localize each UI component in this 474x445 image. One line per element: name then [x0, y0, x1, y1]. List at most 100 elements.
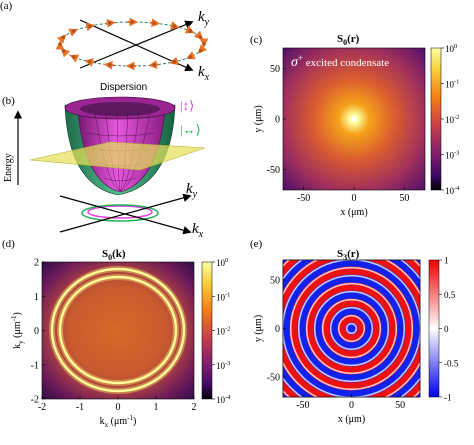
colorbar-c [430, 47, 442, 191]
y-axis-label: y (μm) [253, 315, 264, 342]
spin-dot [152, 63, 157, 67]
colorbar-d [201, 261, 213, 400]
outer-ring-d [50, 267, 186, 393]
inner-ring-d [58, 275, 178, 385]
panel-c: (c) S0(r) σ+ excited condensate -50 0 50 50… [250, 33, 460, 218]
x-tick-label: -2 [38, 402, 46, 413]
spin-dot [61, 48, 66, 53]
mesh-line [103, 177, 137, 182]
bowl-inner [80, 102, 160, 116]
axes-e: -50 0 50 50 0 -50 x (μm) y (μm) [253, 275, 405, 425]
spin-dot [172, 59, 177, 64]
ring-edge [313, 290, 390, 367]
x-tick-label: 50 [399, 193, 409, 204]
panel-c-label: (c) [250, 34, 263, 46]
x-tick-label: -1 [76, 402, 84, 413]
ky-axis-b [59, 193, 192, 233]
spin-arrows [55, 17, 209, 71]
colorbar-tick-label: 100 [445, 43, 457, 54]
colorbar-c-ticks: 100 10-1 10-2 10-3 10-4 [441, 43, 460, 196]
ring-edge [297, 274, 406, 383]
spin-dot [202, 42, 206, 46]
spin-dot [198, 48, 203, 53]
spin-dot [61, 35, 66, 40]
x-tick-label: 50 [395, 400, 405, 411]
energy-plane [29, 141, 206, 171]
y-axis-label: ky (μm-1) [10, 312, 25, 349]
x-tick-label: 0 [116, 402, 121, 413]
colorbar-tick-label: 10-3 [216, 360, 230, 371]
x-axis-label: x (μm) [338, 414, 365, 425]
ring-edge [321, 298, 382, 359]
ring-edge [329, 306, 374, 351]
spin-dot [71, 55, 76, 59]
ring-edge [345, 322, 358, 335]
colorbar-tick-label: 10-2 [445, 114, 459, 125]
spin-dot [107, 21, 112, 25]
concentric-rings-e [283, 260, 420, 397]
colorbar-e [428, 259, 440, 398]
y-tick-label: 50 [270, 64, 280, 75]
axes-d: -2 -1 0 1 2 2 1 0 -1 -2 kx (μm-1) ky (μm-1) [10, 258, 197, 430]
colorbar-e-ticks: 1 0.5 0 -0.5 -1 [439, 256, 459, 403]
colorbar-tick-label: 0 [444, 324, 449, 334]
colorbar-tick-label: 10-1 [445, 79, 459, 90]
y-tick-label: -1 [31, 360, 39, 371]
colorbar-tick-label: 0.5 [444, 290, 456, 300]
x-tick-label: 1 [154, 402, 159, 413]
y-tick-label: 0 [34, 326, 39, 337]
ky-label-b: ky [186, 181, 198, 200]
panel-e-title: S3(r) [337, 248, 360, 262]
colorbar-tick-label: 10-4 [445, 185, 460, 196]
y-tick-label: 50 [270, 275, 280, 286]
panel-b: (b) Energy ky kx |↕⟩ |↔⟩ [2, 95, 206, 240]
spin-dot [198, 35, 203, 40]
y-tick-label: -50 [267, 373, 280, 384]
spin-dot [152, 21, 157, 25]
spin-dot [71, 29, 76, 33]
panel-e: (e) S3(r) -50 0 50 50 0 -50 x (μm) y (μm) 1 0.5 0… [250, 238, 459, 425]
spin-dot [107, 63, 112, 67]
y-tick-label: 0 [275, 115, 280, 126]
x-tick-label: 2 [192, 402, 197, 413]
mesh-line [85, 132, 155, 137]
ring-edge [305, 282, 398, 375]
dispersion-caption: Dispersion [100, 82, 147, 93]
lower-ring [81, 204, 159, 222]
ring-edge [289, 266, 414, 391]
axes-c: -50 0 50 50 0 -50 x (μm) y (μm) [253, 64, 409, 218]
panel-a: (a) ky kx Dispersion [0, 0, 210, 93]
colorbar-tick-label: 100 [216, 257, 228, 268]
panel-d-label: (d) [2, 238, 15, 250]
colorbar-tick-label: -0.5 [444, 358, 459, 368]
center-spot [351, 116, 357, 122]
legend-lower: |↔⟩ [180, 122, 201, 137]
spin-dot [130, 64, 134, 68]
x-tick-label: 0 [349, 400, 354, 411]
panel-e-label: (e) [250, 238, 263, 250]
y-tick-label: -2 [31, 395, 39, 406]
y-tick-label: 2 [34, 258, 39, 269]
spin-dot [87, 59, 92, 64]
colorbar-d-ticks: 100 10-1 10-2 10-3 10-4 [212, 257, 231, 405]
y-tick-label: 0 [275, 324, 280, 335]
legend-upper: |↕⟩ [180, 98, 194, 113]
panel-a-label: (a) [0, 0, 13, 12]
x-tick-label: 0 [352, 193, 357, 204]
dispersion-ring-a [59, 21, 205, 67]
kx-label-a: kx [198, 64, 210, 83]
kx-label-b: kx [192, 221, 204, 240]
mesh-line [105, 112, 121, 192]
ring-edge [337, 314, 366, 343]
spin-dot [58, 42, 62, 46]
y-tick-label: -50 [267, 165, 280, 176]
colorbar-tick-label: 10-1 [216, 291, 230, 302]
ky-label-a: ky [198, 9, 210, 28]
colorbar-tick-label: 1 [444, 256, 449, 266]
mesh-line [94, 113, 121, 192]
spin-dot [188, 55, 193, 59]
colorbar-tick-label: 10-3 [445, 150, 459, 161]
upper-ring [87, 205, 153, 219]
